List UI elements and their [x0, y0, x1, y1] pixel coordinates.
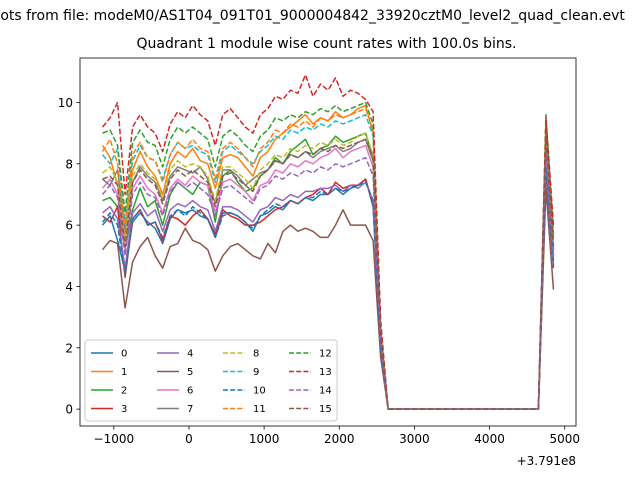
legend-label: 13: [319, 367, 332, 378]
legend-label: 15: [319, 404, 332, 415]
series-group: [101, 74, 555, 410]
y-tick-label: 10: [58, 96, 73, 110]
y-tick-label: 8: [65, 157, 73, 171]
legend-label: 7: [187, 404, 193, 415]
series-line-1: [101, 104, 555, 410]
series-line-11: [101, 107, 555, 410]
y-tick-label: 4: [65, 280, 73, 294]
x-tick-label: 5000: [549, 432, 580, 446]
x-tick-label: 2000: [324, 432, 355, 446]
series-line-4: [102, 163, 555, 410]
legend-label: 4: [187, 349, 193, 360]
y-tick-label: 0: [65, 403, 73, 417]
series-line-12: [102, 101, 555, 410]
legend-label: 11: [253, 404, 266, 415]
series-line-13: [101, 74, 555, 410]
x-tick-label: 3000: [399, 432, 430, 446]
legend-label: 6: [187, 386, 193, 397]
legend-label: 2: [121, 386, 127, 397]
series-line-10: [101, 166, 555, 410]
legend-label: 14: [319, 386, 332, 397]
series-line-8: [102, 132, 555, 410]
legend-label: 10: [253, 386, 266, 397]
x-tick-label: 1000: [249, 432, 280, 446]
y-tick-label: 2: [65, 341, 73, 355]
x-offset-label: +3.791e8: [517, 454, 576, 468]
legend-label: 0: [121, 349, 127, 360]
legend-label: 5: [187, 367, 193, 378]
x-tick-label: 4000: [474, 432, 505, 446]
legend-label: 9: [253, 367, 259, 378]
axes-frame: [79, 57, 577, 427]
x-tick-label: 0: [185, 432, 193, 446]
legend-label: 12: [319, 349, 332, 360]
series-line-14: [101, 150, 555, 410]
legend-label: 8: [253, 349, 259, 360]
chart-title: Quadrant 1 module wise count rates with …: [136, 36, 517, 52]
series-line-6: [101, 144, 555, 410]
legend-label: 1: [121, 367, 127, 378]
legend-label: 3: [121, 404, 127, 415]
figure-suptitle: Plots from file: modeM0/AS1T04_091T01_90…: [0, 8, 625, 24]
series-line-15: [102, 135, 555, 410]
x-tick-label: −1000: [94, 432, 135, 446]
y-tick-label: 6: [65, 219, 73, 233]
series-line-9: [101, 113, 555, 410]
legend-box: [84, 339, 338, 422]
series-line-5: [101, 187, 555, 410]
